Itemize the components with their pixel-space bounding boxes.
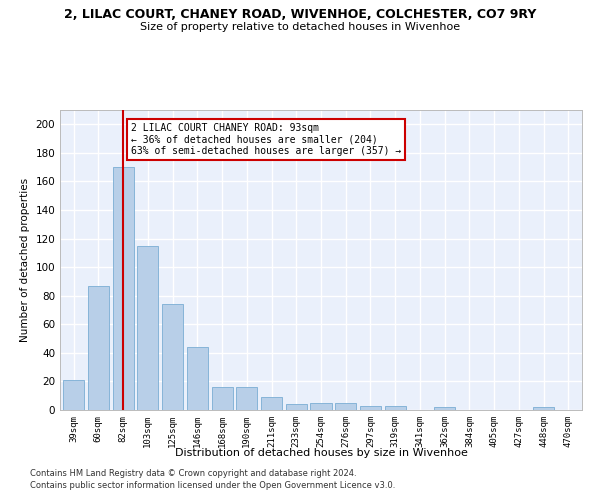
Bar (335, 403, 356, 410)
Text: Contains public sector information licensed under the Open Government Licence v3: Contains public sector information licen… (30, 481, 395, 490)
Y-axis label: Number of detached properties: Number of detached properties (20, 178, 30, 342)
Bar (113, 167, 134, 410)
Text: 2 LILAC COURT CHANEY ROAD: 93sqm
← 36% of detached houses are smaller (204)
63% : 2 LILAC COURT CHANEY ROAD: 93sqm ← 36% o… (131, 123, 401, 156)
Bar (162, 304, 183, 410)
Bar (434, 407, 455, 410)
Bar (310, 403, 332, 410)
Text: Size of property relative to detached houses in Wivenhoe: Size of property relative to detached ho… (140, 22, 460, 32)
Bar (187, 347, 208, 410)
Bar (261, 397, 282, 410)
Bar (286, 404, 307, 410)
Bar (385, 406, 406, 410)
Bar (360, 406, 381, 410)
Bar (212, 387, 233, 410)
Text: Distribution of detached houses by size in Wivenhoe: Distribution of detached houses by size … (175, 448, 467, 458)
Text: Contains HM Land Registry data © Crown copyright and database right 2024.: Contains HM Land Registry data © Crown c… (30, 468, 356, 477)
Bar (88, 286, 109, 410)
Bar (63, 380, 84, 410)
Text: 2, LILAC COURT, CHANEY ROAD, WIVENHOE, COLCHESTER, CO7 9RY: 2, LILAC COURT, CHANEY ROAD, WIVENHOE, C… (64, 8, 536, 20)
Bar (137, 246, 158, 410)
Bar (533, 407, 554, 410)
Bar (236, 387, 257, 410)
